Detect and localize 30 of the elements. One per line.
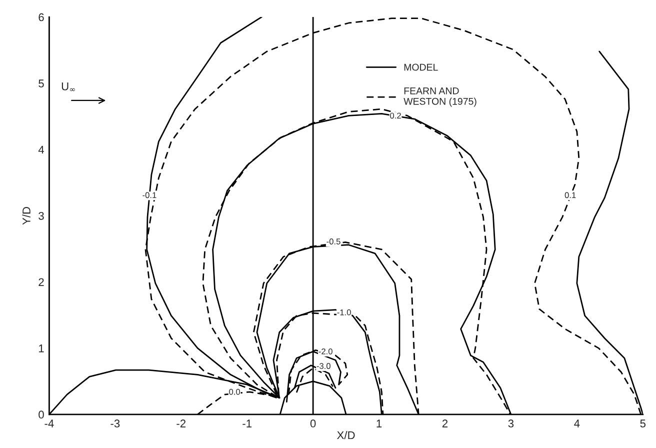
annotation: -0.1 bbox=[142, 192, 156, 198]
x-tick-label: 5 bbox=[640, 420, 646, 428]
annotation: U$_{∞}$ bbox=[62, 82, 75, 92]
y-axis-title: Y/D bbox=[22, 206, 30, 225]
x-tick-label: 0 bbox=[310, 420, 316, 428]
x-tick-label: -2 bbox=[176, 420, 186, 428]
annotation: 0.1 bbox=[564, 192, 576, 198]
annotation: -3.0 bbox=[316, 363, 330, 369]
x-tick-label: 1 bbox=[376, 420, 382, 428]
y-tick-label: 0 bbox=[38, 410, 44, 419]
x-tick-label: -3 bbox=[110, 420, 120, 428]
y-tick-label: 5 bbox=[38, 80, 44, 88]
y-tick-label: 3 bbox=[38, 212, 44, 220]
legend-label: MODEL bbox=[404, 64, 438, 71]
y-tick-label: 2 bbox=[38, 278, 44, 286]
x-tick-label: 4 bbox=[574, 420, 580, 428]
x-tick-label: -4 bbox=[44, 420, 54, 428]
annotation: -1.0 bbox=[337, 309, 351, 316]
annotation: -2.0 bbox=[318, 348, 332, 354]
x-tick-label: -1 bbox=[242, 420, 252, 428]
y-tick-label: 6 bbox=[38, 13, 44, 22]
legend-label: FEARN AND WESTON (1975) bbox=[404, 88, 476, 107]
x-tick-label: 2 bbox=[442, 420, 448, 428]
x-axis-title: X/D bbox=[337, 431, 355, 440]
y-tick-label: 4 bbox=[38, 146, 44, 154]
annotation: -0.5 bbox=[326, 238, 340, 244]
annotation: 0.2 bbox=[390, 112, 401, 119]
x-tick-label: 3 bbox=[508, 420, 514, 428]
y-tick-label: 1 bbox=[39, 344, 44, 352]
annotation: 0.0 bbox=[229, 388, 240, 395]
